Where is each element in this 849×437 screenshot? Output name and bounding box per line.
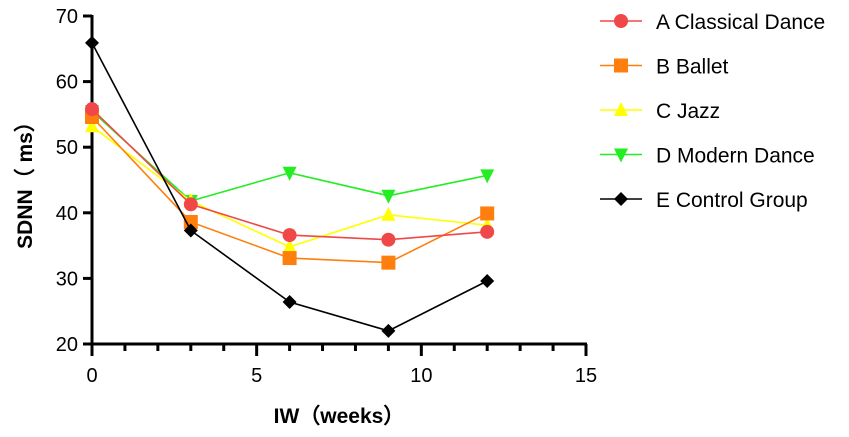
y-tick-label: 50 (56, 137, 78, 159)
data-point (480, 224, 495, 239)
y-tick-label: 60 (56, 72, 78, 94)
legend: A Classical Dance B Ballet C Jazz D Modern … (600, 11, 825, 212)
series-a-classical-dance (85, 102, 495, 247)
data-point (85, 102, 99, 117)
legend-label: C Jazz (656, 100, 720, 123)
data-point (282, 166, 297, 181)
series-e-control-group (85, 35, 495, 338)
x-axis-label: IW（weeks） (274, 404, 405, 428)
data-point (282, 251, 297, 266)
data-point (381, 323, 396, 338)
data-point (480, 274, 495, 289)
data-point (85, 35, 99, 50)
y-tick-label: 20 (56, 334, 78, 356)
axes: 20 30 40 50 60 70 0 5 10 15 (56, 6, 597, 387)
data-point (480, 206, 495, 221)
legend-label: E Control Group (656, 189, 808, 212)
legend-item: D Modern Dance (600, 145, 815, 168)
data-point (381, 232, 396, 247)
legend-item: E Control Group (600, 189, 808, 212)
y-tick-label: 40 (56, 203, 78, 225)
legend-label: D Modern Dance (656, 145, 815, 168)
y-axis-label: SDNN（ ms） (13, 111, 37, 249)
legend-marker (614, 14, 628, 28)
series-lines (85, 35, 495, 338)
data-point (480, 169, 495, 184)
legend-marker (614, 102, 628, 116)
data-point (183, 223, 198, 238)
legend-item: B Ballet (600, 56, 729, 79)
data-point (282, 238, 297, 253)
data-point (85, 118, 99, 133)
legend-label: B Ballet (656, 56, 729, 79)
data-point (282, 295, 297, 310)
data-point (381, 189, 396, 204)
x-tick-label: 0 (86, 365, 97, 387)
legend-item: A Classical Dance (600, 11, 825, 34)
x-tick-label: 15 (575, 365, 597, 387)
y-tick-label: 70 (56, 6, 78, 28)
data-point (282, 228, 297, 243)
series-d-modern-dance (85, 105, 495, 209)
x-tick-label: 10 (410, 365, 432, 387)
x-tick-label: 5 (251, 365, 262, 387)
legend-marker (614, 58, 628, 73)
y-tick-label: 30 (56, 268, 78, 290)
legend-marker (614, 192, 628, 206)
legend-item: C Jazz (600, 100, 720, 123)
data-point (183, 197, 198, 212)
data-point (381, 206, 396, 221)
legend-marker (614, 148, 628, 163)
data-point (381, 255, 396, 270)
legend-label: A Classical Dance (656, 11, 825, 34)
